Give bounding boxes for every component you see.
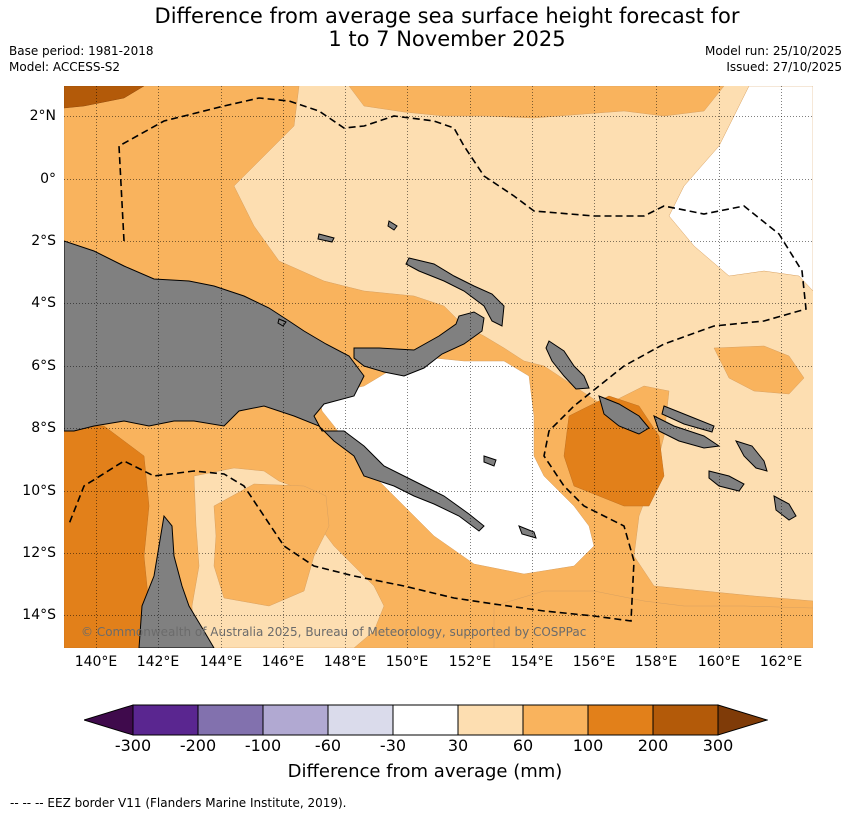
lat-label: 8°S [31,420,56,436]
colorbar-arrow-low [84,704,134,736]
issued-text: Issued: 27/10/2025 [726,60,842,74]
colorbar-segment [522,704,589,736]
lat-label: 4°S [31,295,56,311]
map-title-line1: Difference from average sea surface heig… [154,4,740,28]
lon-label: 146°E [261,654,305,670]
colorbar-tick-label: -100 [244,736,282,755]
island-dot-4 [483,455,497,467]
colorbar-tick-label: -60 [314,736,342,755]
vanuatu-island-2 [734,440,768,472]
colorbar-tick-label: -300 [114,736,152,755]
lon-label: 156°E [572,654,616,670]
colorbar-segment [327,704,394,736]
colorbar-tick-label: 300 [702,736,734,755]
lat-label: 6°S [31,358,56,374]
colorbar-tick-label: -30 [379,736,407,755]
anomaly-map [64,86,813,648]
cape-york-landmass [138,514,215,648]
solomon-islands-chain-3 [661,405,715,433]
lon-label: 154°E [510,654,554,670]
lon-label: 162°E [759,654,803,670]
eez-border-line [68,97,807,622]
colorbar-segment [587,704,654,736]
colorbar-tick-label: 60 [512,736,534,755]
colorbar-tick-label: 30 [447,736,469,755]
anomaly-60-100-southeast [493,590,813,648]
lat-label: 12°S [22,545,56,561]
lon-label: 144°E [199,654,243,670]
lon-label: 142°E [136,654,180,670]
island-dot-1 [317,233,335,243]
anomaly-200-300-northwest [64,86,145,109]
model-text: Model: ACCESS-S2 [9,60,121,74]
lat-label: 2°S [31,233,56,249]
anomaly-under-30-northeast [668,86,813,292]
lat-label: 10°S [22,483,56,499]
lat-label: 2°N [29,108,56,124]
vanuatu-island-1 [708,470,745,492]
colorbar-segment [392,704,459,736]
vanuatu-island-3 [773,495,797,521]
colorbar-tick-label: 100 [572,736,604,755]
lat-label: 14°S [22,607,56,623]
copyright-notice: © Commonwealth of Australia 2025, Bureau… [81,625,587,639]
solomon-islands-chain-1 [598,395,650,435]
colorbar-segment [132,704,199,736]
lon-label: 158°E [634,654,678,670]
colorbar-title: Difference from average (mm) [287,761,563,782]
anomaly-60-100-inner-west [213,483,330,607]
colorbar-segment [652,704,719,736]
graticule-grid [64,86,813,648]
new-guinea-landmass [64,240,485,532]
lat-label: 0° [40,171,56,187]
bougainville-island [545,340,590,390]
island-dot-2 [387,220,398,231]
anomaly-100-200-west [64,425,155,648]
eez-footnote: -- -- -- EEZ border V11 (Flanders Marine… [10,796,347,810]
lon-label: 148°E [323,654,367,670]
colorbar-segment [262,704,329,736]
model-run-text: Model run: 25/10/2025 [704,44,842,58]
colorbar-segment [457,704,524,736]
colorbar-tick-label: -200 [179,736,217,755]
base-period-text: Base period: 1981-2018 [9,44,154,58]
lon-label: 160°E [697,654,741,670]
island-dot-5 [518,525,537,539]
solomon-islands-chain-2 [653,415,721,449]
lon-label: 140°E [74,654,118,670]
lon-label: 152°E [448,654,492,670]
lon-label: 150°E [385,654,429,670]
new-britain-island [353,311,485,377]
colorbar [84,704,768,736]
anomaly-60-100-north-patch [348,86,725,119]
map-title-line2: 1 to 7 November 2025 [328,27,566,51]
colorbar-segment [197,704,264,736]
anomaly-60-100-east-patch [713,345,805,395]
colorbar-tick-label: 200 [637,736,669,755]
new-ireland-island [405,257,505,327]
colorbar-arrow-high [717,704,768,736]
